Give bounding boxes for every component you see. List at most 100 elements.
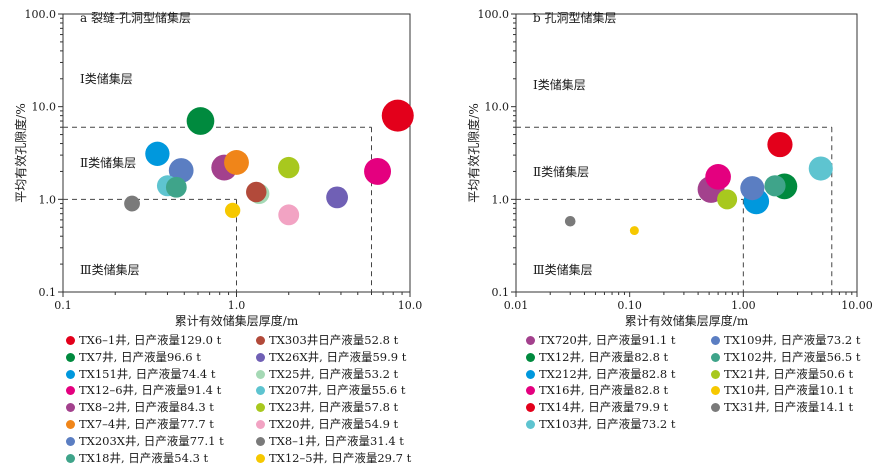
legend-item: TX18井, 日产液量54.3 t xyxy=(66,450,208,467)
legend-item: TX151井, 日产液量74.4 t xyxy=(66,366,216,383)
legend-swatch xyxy=(66,336,75,345)
legend-label: TX25井, 日产液量53.2 t xyxy=(269,366,399,381)
y-tick-label-1: 1.0 xyxy=(492,193,510,206)
legend-label: TX14井, 日产液量79.9 t xyxy=(539,400,669,415)
data-point xyxy=(224,150,249,175)
legend-swatch xyxy=(66,352,75,362)
legend-swatch xyxy=(66,369,75,379)
data-point xyxy=(808,156,833,181)
legend-swatch xyxy=(66,403,75,413)
legend-swatch xyxy=(256,386,265,396)
legend-item: TX720井, 日产液量91.1 t xyxy=(526,332,676,349)
region-label-0: Ⅱ类储集层 xyxy=(80,155,136,170)
legend-label: TX212井, 日产液量82.8 t xyxy=(539,366,676,381)
legend-swatch xyxy=(711,403,720,413)
legend-label: TX102井, 日产液量56.5 t xyxy=(724,349,861,364)
y-tick-label-1: 10.0 xyxy=(485,101,510,114)
region-label-0: Ⅰ类储集层 xyxy=(80,71,133,86)
legend-label: TX8–2井, 日产液量84.3 t xyxy=(79,400,214,415)
data-point xyxy=(145,141,170,166)
legend-item: TX203X井, 日产液量77.1 t xyxy=(66,433,224,450)
legend-label: TX8–1井, 日产液量31.4 t xyxy=(269,433,404,448)
legend-item: TX12井, 日产液量82.8 t xyxy=(526,349,668,366)
legend-swatch xyxy=(526,369,535,379)
legend-swatch xyxy=(256,369,265,379)
legend-label: TX151井, 日产液量74.4 t xyxy=(79,366,216,381)
data-point xyxy=(740,176,765,201)
legend-label: TX203X井, 日产液量77.1 t xyxy=(79,433,224,448)
panel-title-0: a 裂缝-孔洞型储集层 xyxy=(80,10,191,25)
legend-label: TX26X井, 日产液量59.9 t xyxy=(269,349,407,364)
legend-label: TX10井, 日产液量10.1 t xyxy=(724,383,854,398)
legend-swatch xyxy=(256,352,265,362)
region-label-1: Ⅲ类储集层 xyxy=(533,262,593,277)
y-tick-label-0: 100.0 xyxy=(25,8,57,21)
legend-label: TX207井, 日产液量55.6 t xyxy=(269,383,406,398)
legend-swatch xyxy=(66,436,75,446)
legend-label: TX16井, 日产液量82.8 t xyxy=(539,383,669,398)
data-point xyxy=(246,181,267,203)
legend-swatch xyxy=(711,336,720,345)
x-tick-label-0: 10.0 xyxy=(398,299,423,312)
y-tick-label-1: 100.0 xyxy=(478,8,510,21)
legend-item: TX102井, 日产液量56.5 t xyxy=(711,349,861,366)
legend-item: TX7井, 日产液量96.6 t xyxy=(66,349,201,366)
legend-label: TX12–6井, 日产液量91.4 t xyxy=(79,383,222,398)
legend-item: TX8–2井, 日产液量84.3 t xyxy=(66,399,214,416)
legend-swatch xyxy=(256,420,265,429)
x-tick-label-0: 1.0 xyxy=(228,299,246,312)
data-point xyxy=(224,202,241,219)
panel-title-1: b 孔洞型储集层 xyxy=(533,10,617,25)
legend-item: TX12–6井, 日产液量91.4 t xyxy=(66,382,221,399)
plot-frame-1 xyxy=(515,13,858,293)
legend-item: TX303井日产液量52.8 t xyxy=(256,332,398,349)
y-tick-label-0: 1.0 xyxy=(39,193,57,206)
legend-label: TX12井, 日产液量82.8 t xyxy=(539,349,669,364)
data-point xyxy=(764,175,786,197)
y-tick-label-0: 0.1 xyxy=(39,286,57,299)
data-point xyxy=(564,215,576,227)
legend-swatch xyxy=(526,386,535,396)
legend-label: TX18井, 日产液量54.3 t xyxy=(79,450,209,465)
legend-swatch xyxy=(256,453,265,463)
data-point xyxy=(168,158,194,183)
legend-swatch xyxy=(66,386,75,396)
region-label-1: Ⅰ类储集层 xyxy=(533,77,586,92)
legend-swatch xyxy=(256,336,265,345)
legend-swatch xyxy=(526,352,535,362)
legend-label: TX303井日产液量52.8 t xyxy=(269,333,399,347)
legend-item: TX16井, 日产液量82.8 t xyxy=(526,382,668,399)
x-tick-label-1: 10.00 xyxy=(841,299,873,312)
legend-label: TX23井, 日产液量57.8 t xyxy=(269,400,399,415)
legend-item: TX8–1井, 日产液量31.4 t xyxy=(256,433,404,450)
legend-swatch xyxy=(711,369,720,379)
y-tick-label-1: 0.1 xyxy=(492,286,510,299)
legend-swatch xyxy=(256,436,265,446)
legend-label: TX21井, 日产液量50.6 t xyxy=(724,366,854,381)
data-point xyxy=(629,226,639,236)
y-axis-label-1: 平均有效孔隙度/% xyxy=(466,103,481,202)
legend-swatch xyxy=(256,403,265,413)
data-point xyxy=(767,131,793,158)
x-tick-label-1: 0.01 xyxy=(504,299,529,312)
legend-item: TX26X井, 日产液量59.9 t xyxy=(256,349,406,366)
x-tick-label-0: 0.1 xyxy=(54,299,72,312)
legend-label: TX720井, 日产液量91.1 t xyxy=(539,333,676,347)
legend-item: TX12–5井, 日产液量29.7 t xyxy=(256,450,411,467)
legend-item: TX20井, 日产液量54.9 t xyxy=(256,416,398,433)
data-point xyxy=(364,157,392,185)
legend-item: TX14井, 日产液量79.9 t xyxy=(526,399,668,416)
x-axis-label-1: 累计有效储集层厚度/m xyxy=(625,313,749,328)
data-point xyxy=(124,195,140,212)
x-tick-label-1: 0.10 xyxy=(617,299,642,312)
legend-item: TX23井, 日产液量57.8 t xyxy=(256,399,398,416)
data-point xyxy=(717,189,738,210)
legend-item: TX103井, 日产液量73.2 t xyxy=(526,416,676,433)
legend-item: TX109井, 日产液量73.2 t xyxy=(711,332,861,349)
legend-label: TX7井, 日产液量96.6 t xyxy=(79,349,201,364)
legend-label: TX12–5井, 日产液量29.7 t xyxy=(269,450,412,465)
data-point xyxy=(326,186,348,209)
data-point xyxy=(278,156,300,179)
legend-item: TX212井, 日产液量82.8 t xyxy=(526,366,676,383)
legend-item: TX7–4井, 日产液量77.7 t xyxy=(66,416,214,433)
